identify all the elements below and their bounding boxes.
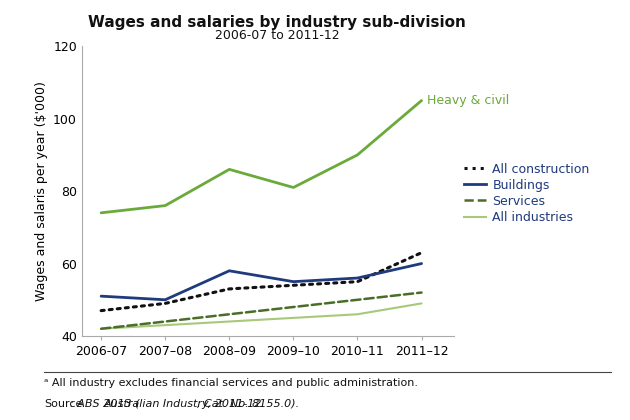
Y-axis label: Wages and salaris per year ($'000): Wages and salaris per year ($'000) — [35, 81, 48, 301]
Legend: All construction, Buildings, Services, All industries: All construction, Buildings, Services, A… — [464, 163, 590, 224]
Text: : ABS 2013 (: : ABS 2013 ( — [70, 399, 139, 409]
Text: 2006-07 to 2011-12: 2006-07 to 2011-12 — [215, 29, 340, 42]
Text: Wages and salaries by industry sub-division: Wages and salaries by industry sub-divis… — [88, 15, 466, 30]
Text: Source: Source — [44, 399, 83, 409]
Text: , Cat. No. 8155.0).: , Cat. No. 8155.0). — [197, 399, 299, 409]
Text: Australian Industry, 2011-12: Australian Industry, 2011-12 — [103, 399, 262, 409]
Text: ᵃ All industry excludes financial services and public administration.: ᵃ All industry excludes financial servic… — [44, 378, 418, 388]
Text: Heavy & civil: Heavy & civil — [427, 94, 509, 107]
